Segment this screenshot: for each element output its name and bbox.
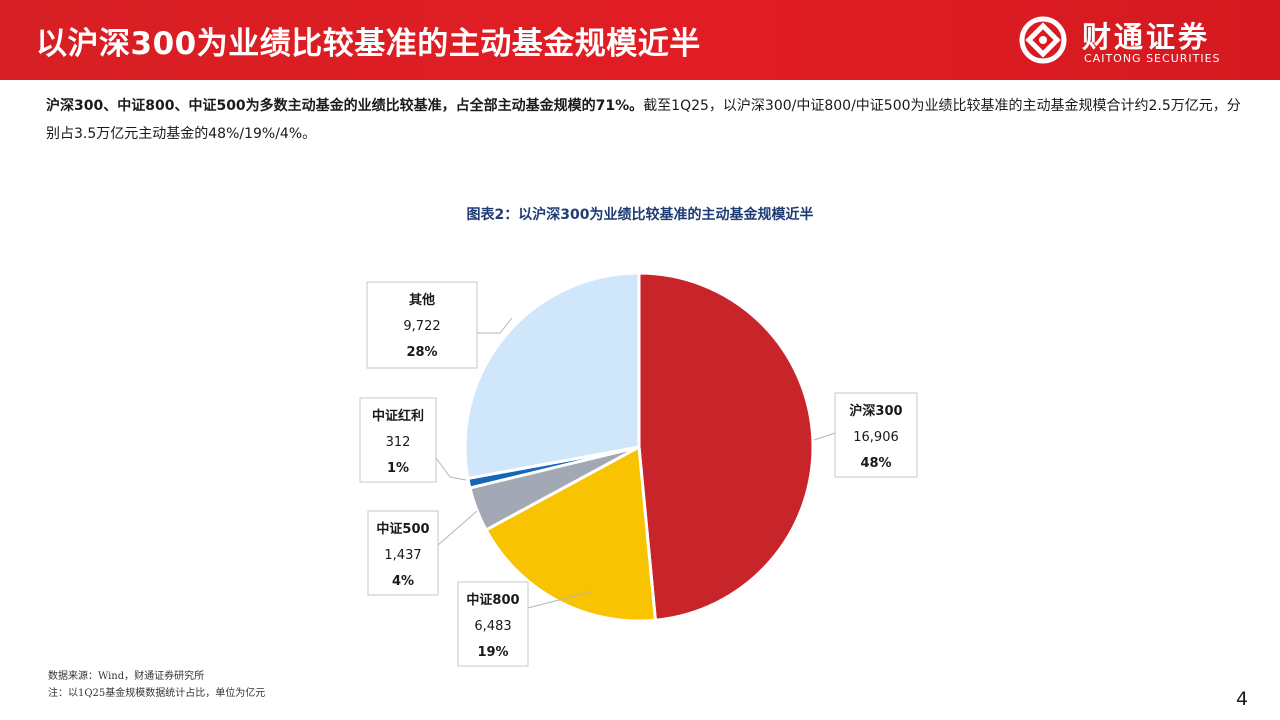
- leader-line-4: [435, 457, 467, 481]
- caitong-logo-icon: [1019, 16, 1067, 64]
- label-box-1: [834, 392, 918, 478]
- leader-line-2: [527, 591, 591, 609]
- slice-value-2: 6,483: [474, 619, 511, 634]
- leader-line-5: [477, 317, 513, 334]
- logo-text-en: CAITONG SECURITIES: [1084, 52, 1221, 65]
- leader-line-1: [813, 432, 836, 441]
- slice-value-5: 9,722: [403, 319, 440, 334]
- label-box-4: [359, 397, 437, 483]
- footnote: 注：以1Q25基金规模数据统计占比，单位为亿元: [48, 688, 266, 699]
- slice-value-3: 1,437: [384, 548, 421, 563]
- slice-percent-2: 19%: [477, 645, 508, 660]
- slice-label-3: 中证500: [376, 521, 429, 537]
- slice-percent-3: 4%: [392, 574, 414, 589]
- header-banner: 以沪深300为业绩比较基准的主动基金规模近半 财通证券 CAITONG SECU…: [0, 0, 1280, 80]
- label-box-5: [366, 281, 478, 369]
- summary-bold: 沪深300、中证800、中证500为多数主动基金的业绩比较基准，占全部主动基金规…: [46, 98, 644, 114]
- slice-label-2: 中证800: [466, 592, 519, 608]
- slice-value-1: 16,906: [853, 430, 899, 445]
- footer: 数据来源：Wind，财通证券研究所 注：以1Q25基金规模数据统计占比，单位为亿…: [48, 668, 265, 702]
- pie-slice-5: [463, 271, 641, 480]
- slice-label-5: 其他: [409, 292, 435, 308]
- page-title: 以沪深300为业绩比较基准的主动基金规模近半: [36, 26, 701, 62]
- summary-rest: 截至1Q25，以沪深300/中证800/中证500为业绩比较基准的主动基金规模合…: [46, 98, 1241, 142]
- slice-percent-4: 1%: [387, 461, 409, 476]
- slice-label-4: 中证红利: [372, 408, 424, 424]
- label-box-2: [457, 581, 529, 667]
- chart-title: 图表2：以沪深300为业绩比较基准的主动基金规模近半: [466, 207, 814, 223]
- pie-slice-1: [637, 271, 815, 622]
- slice-value-4: 312: [386, 435, 411, 450]
- data-source: 数据来源：Wind，财通证券研究所: [48, 671, 205, 682]
- slice-percent-1: 48%: [860, 456, 891, 471]
- leader-line-3: [437, 510, 478, 546]
- summary-text: 沪深300、中证800、中证500为多数主动基金的业绩比较基准，占全部主动基金规…: [46, 92, 1246, 148]
- logo-text-cn: 财通证券: [1082, 20, 1211, 54]
- page-number: 4: [1236, 688, 1249, 710]
- slice-percent-5: 28%: [406, 345, 437, 360]
- label-box-3: [367, 510, 439, 596]
- slice-label-1: 沪深300: [849, 403, 902, 419]
